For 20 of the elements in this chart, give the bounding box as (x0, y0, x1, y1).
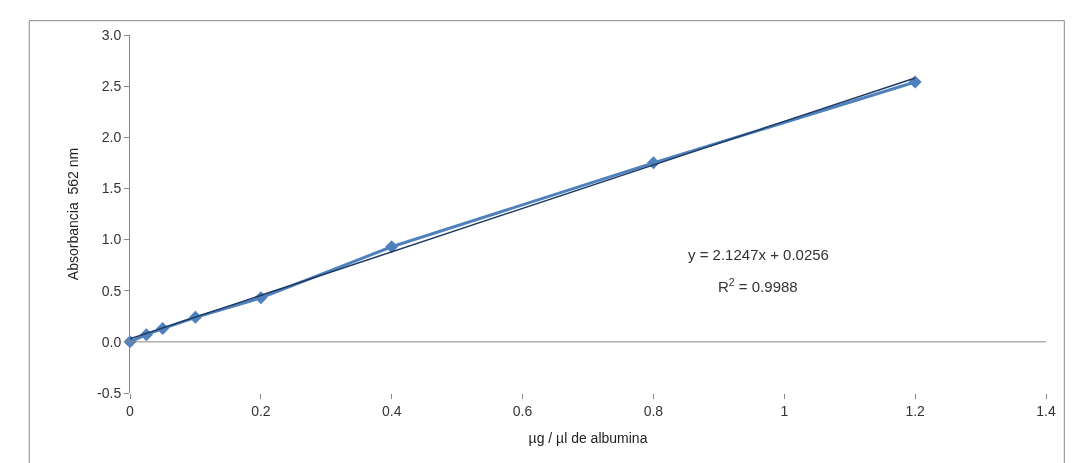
x-tick-label: 0 (126, 402, 135, 419)
annotation: y = 2.1247x + 0.0256 (688, 246, 829, 263)
y-tick-label: 1.5 (101, 180, 122, 197)
y-tick-label: 2.5 (101, 78, 122, 95)
x-axis-title: µg / µl de albumina (528, 430, 648, 447)
x-tick-label: 0.6 (512, 402, 533, 419)
x-tick-label: 1.4 (1036, 402, 1056, 419)
y-axis-title: Absorbancia 562 nm (64, 147, 81, 281)
x-tick-label: 0.2 (251, 402, 271, 419)
y-tick-label: 3.0 (101, 26, 122, 43)
y-tick-label: 0.5 (101, 282, 122, 299)
x-tick-label: 0.4 (381, 402, 402, 419)
y-tick-label: 0.0 (101, 333, 122, 350)
y-tick-label: 1.0 (101, 231, 122, 248)
x-tick-label: 1.2 (905, 402, 926, 419)
annotation: R$^{2}$ = 0.9988 (718, 276, 798, 296)
x-tick-label: 1 (780, 402, 789, 419)
y-tick-label: -0.5 (97, 384, 122, 401)
y-tick-label: 2.0 (101, 129, 122, 146)
x-tick-label: 0.8 (643, 402, 664, 419)
